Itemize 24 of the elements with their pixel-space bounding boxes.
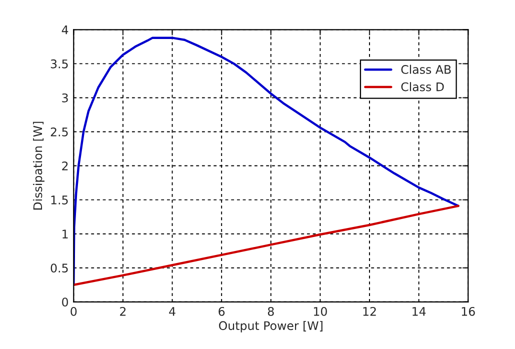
x-tick-label: 12 [363, 306, 376, 316]
y-tick-label: 0 [62, 298, 68, 307]
x-tick-label: 0 [70, 306, 77, 316]
y-tick-label: 3.5 [50, 59, 68, 68]
y-axis-title: Dissipation [W] [33, 122, 44, 210]
y-tick-label: 1 [62, 230, 68, 238]
x-tick-label: 14 [412, 307, 426, 316]
x-tick-label: 8 [268, 306, 274, 316]
legend-label: Class D [401, 82, 444, 92]
line-series [74, 36, 460, 286]
line-series [74, 204, 460, 286]
x-tick-label: 16 [462, 306, 475, 316]
x-axis-title: Output Power [W] [219, 320, 322, 332]
y-tick-label: 3 [62, 93, 68, 102]
x-tick-label: 6 [218, 306, 225, 316]
y-tick-label: 2 [62, 162, 68, 170]
y-tick-label: 4 [62, 26, 68, 34]
y-tick-label: 2.5 [50, 127, 68, 136]
y-tick-label: 0.5 [50, 264, 68, 273]
y-tick-label: 1.5 [51, 196, 68, 204]
x-tick-label: 4 [169, 307, 176, 316]
x-tick-label: 10 [314, 306, 327, 316]
x-tick-label: 2 [120, 306, 126, 316]
legend-label: Class AB [401, 64, 451, 74]
